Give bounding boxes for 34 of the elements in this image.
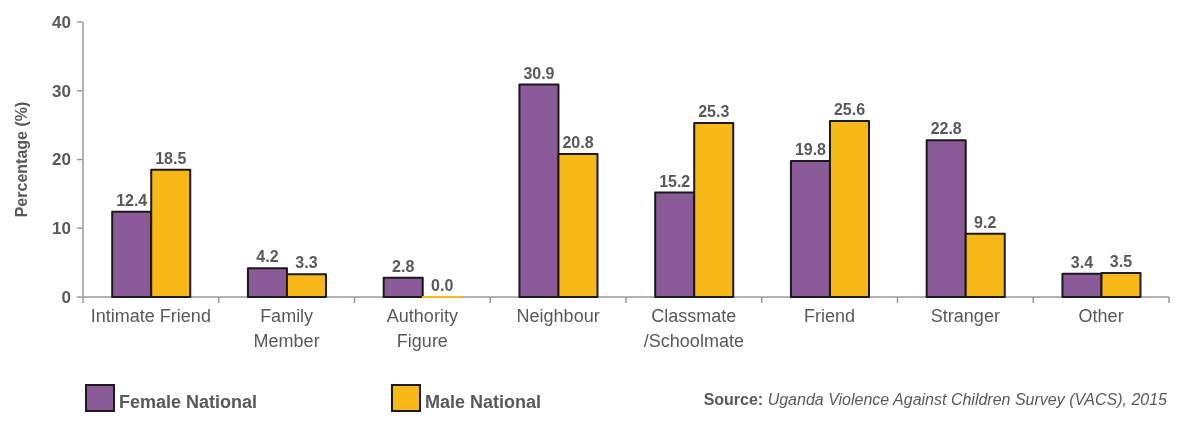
data-label: 4.2 [256, 248, 279, 266]
data-label: 18.5 [155, 149, 187, 167]
data-label: 3.4 [1070, 253, 1094, 271]
data-label: 25.6 [833, 101, 866, 118]
data-label: 0.0 [431, 277, 454, 294]
data-label: 3.3 [295, 254, 318, 272]
data-label: 20.8 [562, 134, 594, 151]
x-tick-label: Family Member [253, 306, 320, 351]
x-tick-label: Authority Figure [386, 306, 458, 351]
data-label: 15.2 [659, 172, 691, 190]
source-note: Source: Uganda Violence Against Children Survey (VACS), 2015 [703, 391, 1168, 408]
x-tick-label: Neighbour [516, 306, 600, 326]
data-label: 30.9 [523, 64, 555, 82]
y-tick-label: 10 [52, 219, 71, 239]
y-tick-label: 40 [52, 12, 71, 32]
x-tick-label: Friend [804, 306, 856, 326]
x-tick-label: Stranger [930, 306, 1000, 326]
data-label: 3.5 [1109, 252, 1133, 270]
bar [382, 276, 424, 298]
x-tick-label: Other [1078, 306, 1124, 326]
y-tick-label: 20 [52, 150, 71, 170]
data-label: 12.4 [116, 191, 148, 209]
data-label: 19.8 [794, 140, 827, 158]
legend-label: Female National [119, 392, 258, 412]
data-label: 9.2 [974, 213, 997, 231]
legend-label: Male National [425, 392, 542, 412]
x-tick-label: Classmate /Schoolmate [643, 306, 744, 351]
data-label: 2.8 [392, 257, 415, 275]
x-tick-label: Intimate Friend [90, 306, 211, 326]
y-tick-label: 0 [61, 287, 71, 307]
data-label: 25.3 [698, 103, 730, 121]
y-axis-title: Percentage (%) [13, 101, 30, 218]
y-tick-label: 30 [52, 81, 71, 101]
data-label: 22.8 [930, 120, 962, 138]
